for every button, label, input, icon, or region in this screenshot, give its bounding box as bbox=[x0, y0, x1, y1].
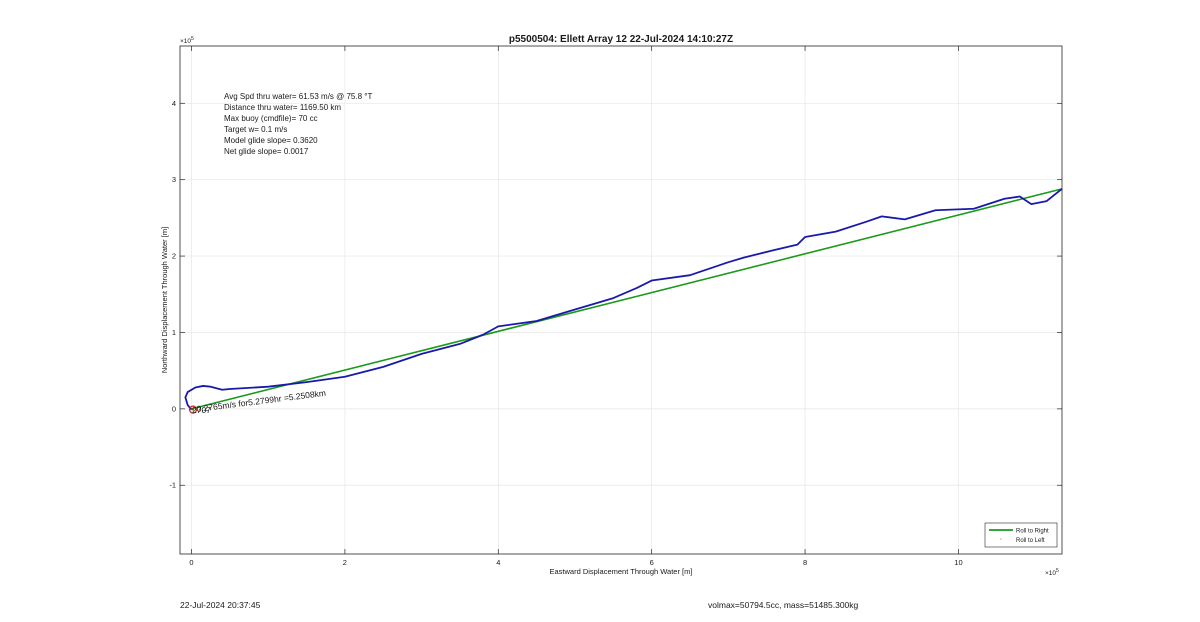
series-line-track bbox=[184, 188, 1063, 411]
y-tick-label: 3 bbox=[172, 175, 176, 184]
annotation-line: Target w= 0.1 m/s bbox=[224, 125, 287, 134]
y-axis-label: Northward Displacement Through Water [m] bbox=[160, 227, 169, 373]
legend-box bbox=[984, 522, 1058, 548]
annotation-block: Avg Spd thru water= 61.53 m/s @ 75.8 °T D… bbox=[224, 92, 372, 156]
series-line-roll-to-right bbox=[191, 188, 1063, 410]
x-exponent-power: 5 bbox=[1056, 568, 1059, 574]
annotation-line: Model glide slope= 0.3620 bbox=[224, 136, 318, 145]
x-tick-label: 8 bbox=[803, 558, 807, 567]
y-tick-label: 4 bbox=[172, 99, 176, 108]
annotation-line: Max buoy (cmdfile)= 70 cc bbox=[224, 114, 318, 123]
x-tick-label: 0 bbox=[189, 558, 193, 567]
roll-to-left-point bbox=[192, 408, 195, 411]
annotation-line: Net glide slope= 0.0017 bbox=[224, 147, 309, 156]
chart-title: p5500504: Ellett Array 12 22-Jul-2024 14… bbox=[509, 34, 733, 45]
y-tick-label: -1 bbox=[169, 481, 176, 490]
x-tick-label: 4 bbox=[496, 558, 500, 567]
annotation-line: Avg Spd thru water= 61.53 m/s @ 75.8 °T bbox=[224, 92, 372, 101]
x-tick-label: 10 bbox=[954, 558, 962, 567]
x-tick-label: 6 bbox=[650, 558, 654, 567]
legend: Roll to Right · Roll to Left bbox=[984, 522, 1058, 548]
x-exponent-label: ×105 bbox=[1045, 568, 1059, 577]
y-tick-label: 1 bbox=[172, 328, 176, 337]
y-tick-label: 2 bbox=[172, 252, 176, 261]
ticks: 0 2 4 6 8 10 -1 0 1 2 3 4 bbox=[169, 46, 1062, 567]
legend-swatch-roll-left: · bbox=[1000, 535, 1003, 544]
y-tick-label: 0 bbox=[172, 404, 176, 413]
footer-vol-mass: volmax=50794.5cc, mass=51485.300kg bbox=[708, 600, 859, 610]
start-label: 2707 bbox=[192, 405, 211, 415]
axes-box bbox=[179, 45, 1063, 555]
grid bbox=[180, 46, 1062, 554]
x-tick-label: 2 bbox=[343, 558, 347, 567]
roll-to-left-marker bbox=[188, 405, 198, 414]
y-exponent-power: 5 bbox=[191, 36, 194, 42]
legend-label-roll-left: Roll to Left bbox=[1016, 538, 1045, 544]
legend-label-roll-right: Roll to Right bbox=[1016, 529, 1049, 535]
annotation-line: Distance thru water= 1169.50 km bbox=[224, 103, 341, 112]
footer-timestamp: 22-Jul-2024 20:37:45 bbox=[180, 600, 261, 610]
y-exponent-label: ×105 bbox=[180, 36, 194, 45]
series-layer bbox=[184, 188, 1063, 414]
x-axis-label: Eastward Displacement Through Water [m] bbox=[550, 567, 693, 576]
